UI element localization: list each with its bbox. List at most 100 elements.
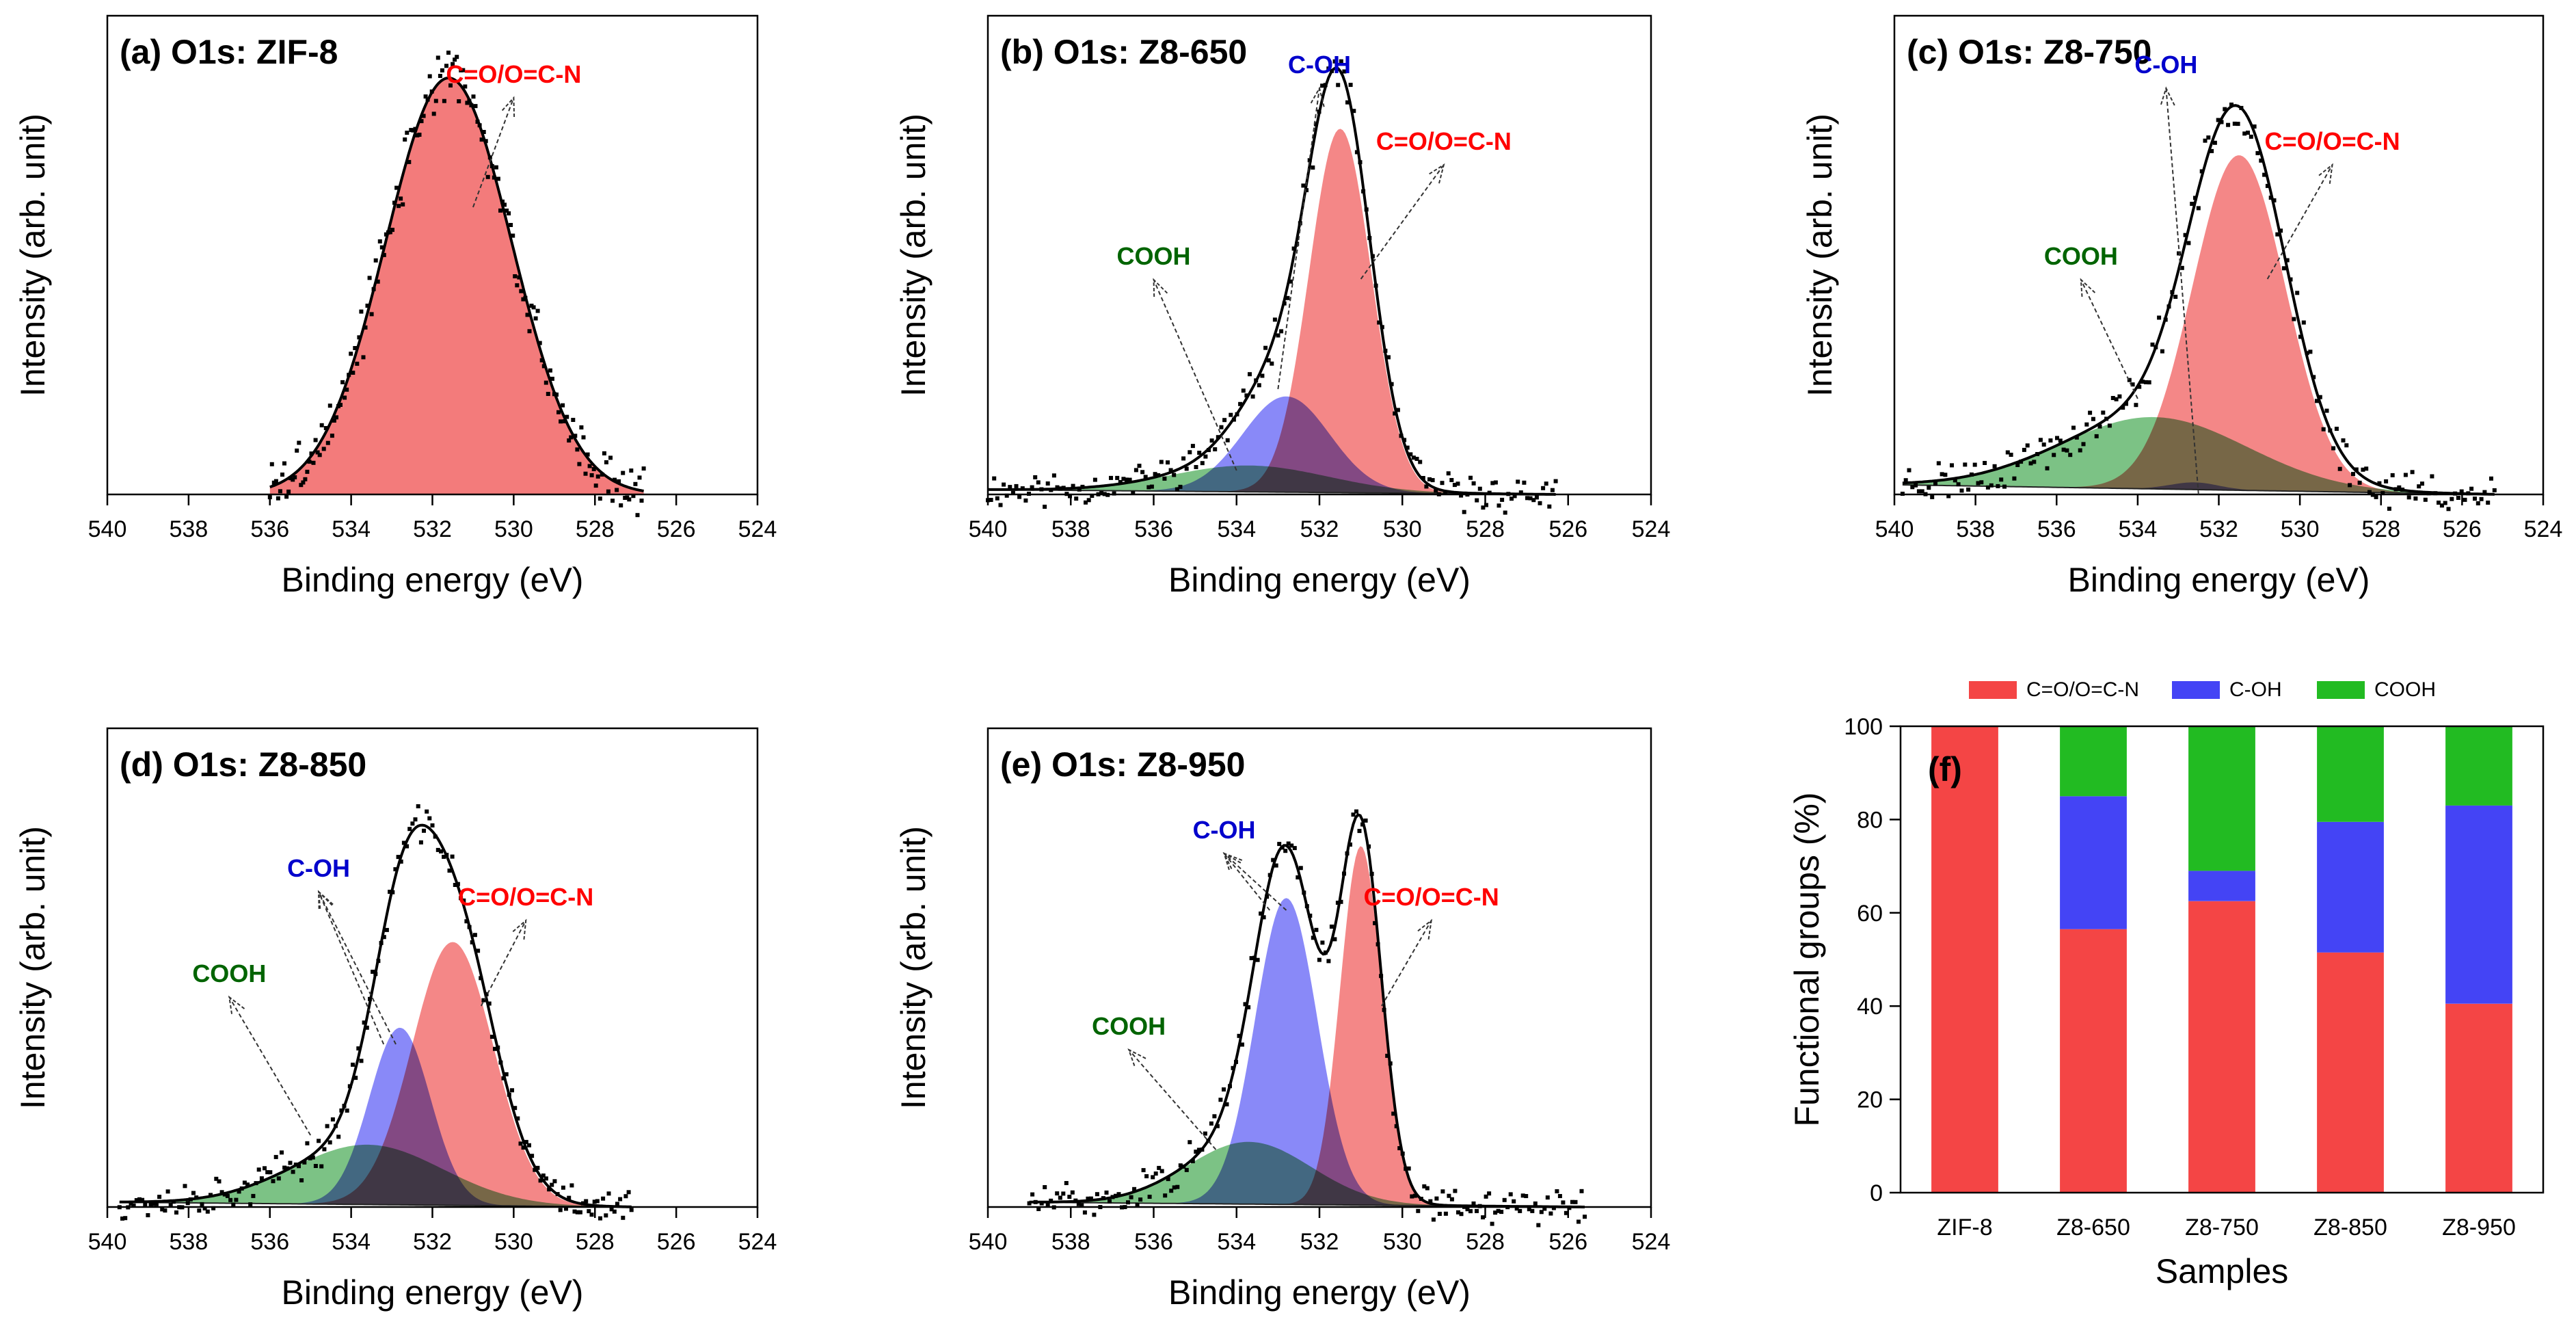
- data-point: [2130, 382, 2135, 387]
- data-point: [1304, 188, 1309, 193]
- data-point: [1408, 452, 1413, 457]
- data-point: [523, 295, 528, 300]
- data-point: [513, 274, 518, 278]
- annotation-arrow: [1153, 279, 1237, 471]
- data-point: [1260, 373, 1265, 378]
- annotation-label: COOH: [1092, 1012, 1166, 1040]
- data-point: [1127, 477, 1132, 482]
- baseline: [1902, 484, 2495, 495]
- data-point: [2002, 484, 2007, 489]
- data-point: [1536, 1223, 1541, 1228]
- data-point: [1289, 279, 1293, 284]
- data-point: [2443, 501, 2447, 505]
- data-point: [529, 304, 534, 308]
- data-point: [2255, 150, 2260, 155]
- data-point: [615, 1202, 619, 1206]
- data-point: [188, 1197, 193, 1202]
- data-point: [521, 1145, 526, 1150]
- data-point: [1959, 488, 1964, 493]
- data-point: [1234, 1059, 1238, 1064]
- data-point: [1030, 485, 1034, 490]
- data-point: [626, 1190, 631, 1195]
- data-point: [388, 230, 392, 235]
- data-point: [1361, 189, 1366, 194]
- data-point: [450, 854, 455, 859]
- data-point: [467, 98, 472, 103]
- data-point: [507, 1092, 511, 1097]
- data-point: [405, 844, 410, 849]
- data-point: [313, 438, 318, 442]
- data-point: [1979, 480, 1984, 485]
- data-point: [295, 448, 299, 453]
- data-point: [2186, 241, 2191, 246]
- data-point: [280, 1150, 284, 1155]
- data-point: [2226, 122, 2231, 127]
- data-point: [1455, 481, 1460, 486]
- data-point: [1956, 482, 1961, 487]
- x-tick-label: 524: [738, 516, 777, 542]
- data-point: [467, 925, 472, 929]
- data-point: [1430, 478, 1435, 483]
- data-point: [2420, 481, 2424, 486]
- annotation-label: C=O/O=C-N: [1364, 883, 1499, 911]
- x-tick-label: ZIF-8: [1937, 1215, 1992, 1241]
- data-point: [538, 1178, 543, 1183]
- data-point: [1345, 851, 1350, 856]
- data-point: [1449, 478, 1454, 482]
- data-point: [623, 496, 628, 500]
- data-point: [440, 68, 444, 72]
- data-point: [475, 120, 480, 124]
- data-point: [1249, 956, 1254, 961]
- data-points: [986, 59, 1558, 515]
- data-point: [1484, 1194, 1488, 1199]
- x-axis-label: Binding energy (eV): [282, 561, 584, 599]
- data-point: [1219, 425, 1224, 429]
- data-point: [403, 137, 407, 142]
- data-point: [2324, 408, 2329, 413]
- data-point: [2199, 169, 2204, 174]
- data-point: [2430, 474, 2434, 479]
- data-point: [1200, 461, 1205, 466]
- y-tick-label: 40: [1857, 994, 1883, 1020]
- data-point: [222, 1192, 227, 1197]
- data-point: [1953, 478, 1957, 483]
- data-point: [1389, 382, 1394, 386]
- data-point: [531, 305, 536, 310]
- data-point: [1410, 1194, 1414, 1199]
- data-point: [461, 898, 466, 903]
- data-point: [303, 477, 308, 481]
- data-point: [123, 1216, 128, 1221]
- data-point: [500, 199, 505, 204]
- data-point: [2413, 496, 2418, 501]
- data-point: [1147, 1195, 1152, 1199]
- data-point: [1551, 1206, 1556, 1210]
- y-tick-label: 60: [1857, 901, 1883, 927]
- data-point: [1209, 1121, 1213, 1126]
- data-point: [631, 494, 636, 499]
- data-point: [1400, 1151, 1405, 1156]
- data-point: [340, 380, 345, 384]
- data-point: [581, 435, 586, 440]
- data-point: [2121, 406, 2125, 410]
- data-point: [1427, 477, 1432, 481]
- data-point: [541, 1173, 546, 1178]
- data-point: [1043, 505, 1047, 509]
- data-point: [1143, 475, 1148, 479]
- data-point: [1342, 69, 1347, 74]
- panel-title: (a) O1s: ZIF-8: [120, 33, 338, 71]
- data-point: [1172, 473, 1177, 477]
- data-point: [629, 468, 634, 473]
- data-point: [171, 1199, 176, 1204]
- data-point: [573, 434, 578, 438]
- panel-c: 540 538 536 534 532 530 528 526 524 Binding energ…: [1801, 14, 2562, 599]
- data-point: [305, 469, 310, 474]
- data-point: [1074, 496, 1079, 501]
- data-point: [2403, 473, 2408, 477]
- data-point: [317, 453, 322, 458]
- data-point: [592, 1199, 597, 1204]
- data-point: [2423, 497, 2428, 502]
- data-point: [1033, 1199, 1038, 1204]
- data-point: [1135, 1202, 1140, 1207]
- data-point: [289, 476, 293, 481]
- data-point: [205, 1209, 210, 1214]
